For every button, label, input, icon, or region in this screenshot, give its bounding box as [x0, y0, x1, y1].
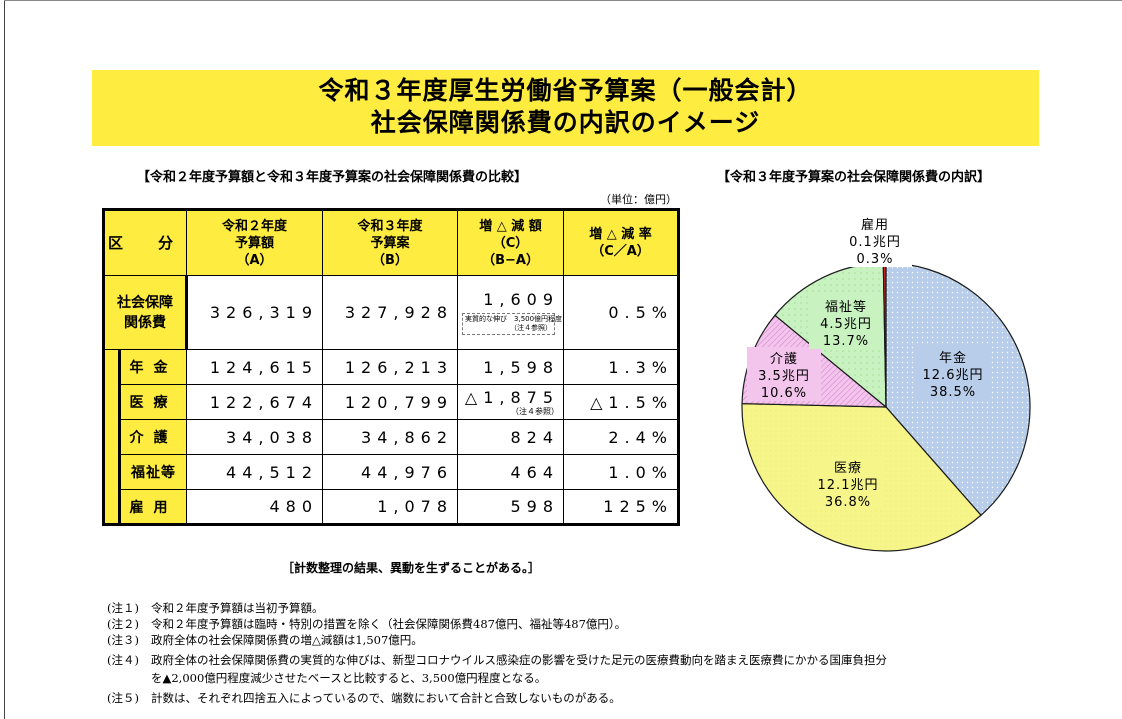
row-label-employment: 雇用: [118, 489, 188, 525]
calculation-note: ［計数整理の結果、異動を生ずることがある。］: [282, 561, 541, 575]
pie-label-pension-name: 年金: [939, 350, 967, 366]
indent-spacer: [103, 384, 121, 420]
footnote-1: (注１) 令和２年度予算額は当初予算額。: [107, 601, 324, 615]
pie-label-welfare-name: 福祉等: [825, 299, 867, 315]
row-label-medical: 医療: [118, 384, 188, 420]
header-change: 増 △ 減 額（C） （B−A）: [457, 209, 565, 276]
row-label-social-security: 社会保障 関係費: [102, 275, 189, 350]
cell-welfare-c: 464: [457, 454, 565, 490]
page-frame-top: [4, 0, 1122, 1]
page-frame-left: [4, 0, 5, 719]
cell-care-b: 34,862: [322, 419, 459, 455]
footnote-4: (注４) 政府全体の社会保障関係費の実質的な伸びは、新型コロナウイルス感染症の影響…: [107, 653, 887, 667]
cell-employment-rate: 125%: [563, 489, 680, 525]
table-row-medical: 医療 122,674 120,799 △1,875 （注４参照） △1.5%: [103, 384, 680, 420]
pie-label-bg-employment: [838, 213, 912, 267]
pie-label-care-name: 介護: [770, 351, 798, 367]
footnote-2: (注２) 令和２年度予算額は臨時・特別の措置を除く（社会保障関係費487億円、福祉…: [107, 617, 627, 631]
table-header-row: 区 分 令和２年度 予算額 （A） 令和３年度 予算案 （B） 増 △ 減 額（C） （B…: [102, 209, 680, 276]
cell-employment-c: 598: [457, 489, 565, 525]
pie-label-bg-welfare: [809, 295, 883, 349]
pie-label-employment-amount: 0.1兆円: [849, 235, 901, 250]
pie-label-medical-name: 医療: [834, 461, 862, 476]
cell-welfare-b: 44,976: [322, 454, 459, 490]
title-banner: 令和３年度厚生労働省予算案（一般会計） 社会保障関係費の内訳のイメージ: [92, 70, 1039, 146]
cell-medical-b: 120,799: [322, 384, 459, 420]
pie-label-employment-percent: 0.3%: [856, 252, 893, 267]
cell-welfare-a: 44,512: [186, 454, 324, 490]
table-row-welfare: 福祉等 44,512 44,976 464 1.0%: [103, 454, 680, 490]
cell-pension-rate: 1.3%: [563, 349, 680, 385]
table-row-employment: 雇用 480 1,078 598 125%: [103, 489, 680, 525]
pie-label-welfare-percent: 13.7%: [823, 334, 869, 349]
row-label-care: 介護: [118, 419, 188, 455]
pie-label-bg-medical: [811, 456, 885, 510]
comparison-table: 区 分 令和２年度 予算額 （A） 令和３年度 予算案 （B） 増 △ 減 額（C） （B…: [102, 208, 681, 526]
cell-welfare-rate: 1.0%: [563, 454, 680, 490]
pie-label-care-percent: 10.6%: [761, 386, 807, 401]
pie-label-medical-percent: 36.8%: [825, 495, 871, 510]
cell-medical-rate: △1.5%: [563, 384, 680, 420]
title-line-2: 社会保障関係費の内訳のイメージ: [370, 108, 761, 137]
indent-spacer: [103, 454, 121, 490]
indent-spacer: [103, 489, 121, 525]
header-fy2021: 令和３年度 予算案 （B）: [322, 209, 459, 276]
pie-label-bg-pension: [916, 346, 990, 400]
row-label-welfare: 福祉等: [118, 454, 188, 490]
unit-label: （単位：億円）: [600, 193, 677, 206]
indent-spacer: [103, 419, 121, 455]
cell-total-rate: 0.5%: [563, 275, 680, 350]
row-label-pension: 年金: [118, 349, 188, 385]
cell-medical-a: 122,674: [186, 384, 324, 420]
pie-label-care-amount: 3.5兆円: [758, 369, 810, 384]
header-change-rate: 増 △ 減 率（C／A）: [563, 209, 680, 276]
indent-spacer: [103, 349, 121, 385]
footnote-4-continued: を▲2,000億円程度減少させたベースと比較すると、3,500億円程度となる。: [151, 671, 547, 685]
cell-total-b: 327,928: [322, 275, 459, 350]
cell-employment-a: 480: [186, 489, 324, 525]
table-row-social-security: 社会保障 関係費 326,319 327,928 1,609 実質的な伸び 3,5…: [102, 275, 680, 350]
medical-note-ref: （注４参照）: [511, 407, 560, 416]
pie-label-employment-name: 雇用: [861, 217, 889, 233]
cell-employment-b: 1,078: [322, 489, 459, 525]
header-category: 区 分: [102, 209, 188, 276]
pie-heading: 【令和３年度予算案の社会保障関係費の内訳】: [717, 170, 991, 185]
title-line-1: 令和３年度厚生労働省予算案（一般会計）: [318, 76, 813, 105]
cell-care-c: 824: [457, 419, 565, 455]
real-growth-note: 実質的な伸び 3,500億円程度 （注４参照）: [462, 313, 562, 335]
pie-label-medical-amount: 12.1兆円: [818, 478, 879, 493]
pie-label-welfare-amount: 4.5兆円: [820, 317, 872, 332]
cell-pension-c: 1,598: [457, 349, 565, 385]
cell-total-c: 1,609 実質的な伸び 3,500億円程度 （注４参照）: [457, 275, 565, 350]
footnote-3: (注３) 政府全体の社会保障関係費の増△減額は1,507億円。: [107, 633, 423, 647]
table-heading: 【令和２年度予算額と令和３年度予算案の社会保障関係費の比較】: [137, 170, 528, 185]
pie-label-pension-amount: 12.6兆円: [923, 368, 984, 383]
cell-medical-c: △1,875 （注４参照）: [457, 384, 565, 420]
footnote-5: (注５) 計数は、それぞれ四捨五入によっているので、端数において合計と合致しないも…: [107, 691, 621, 705]
pie-label-pension-percent: 38.5%: [930, 385, 976, 400]
pie-label-bg-care: [747, 347, 821, 401]
